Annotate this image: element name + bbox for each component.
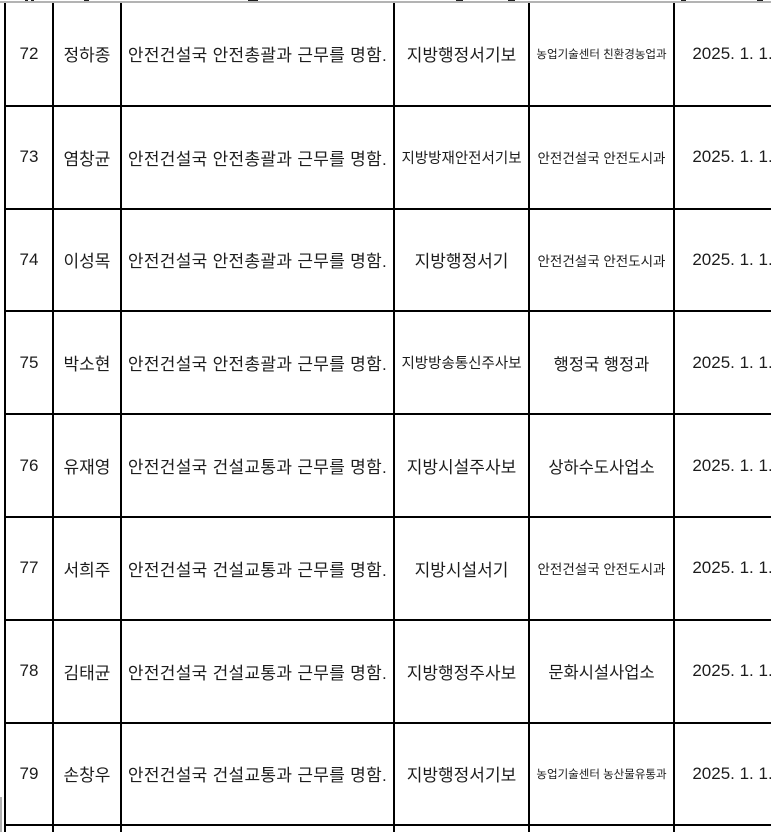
cell-department: 농업기술센터 친환경농업과 [528,3,675,107]
cell-department: 상하수도사업소 [528,413,675,518]
cell-no: 72 [4,3,54,107]
cell-department: 안전건설국 안전도시과 [528,104,675,210]
cell-assignment [120,824,395,832]
cell-rank: 지방행정서기 [393,207,530,313]
cell-rank [393,824,530,832]
cell-date: 2025. 1. 1. [673,310,771,416]
cell-assignment: 안전건설국 건설교통과 근무를 명함. [120,618,395,724]
cell-rank: 지방시설주사보 [393,413,530,518]
cell-department: 행정국 행정과 [528,310,675,416]
cell-name [52,824,122,832]
table-row: 73 염창균 안전건설국 안전총괄과 근무를 명함. 지방방재안전서기보 안전건… [4,104,771,210]
cell-date: 2025. 1. 1. [673,413,771,518]
cell-no: 73 [4,104,54,210]
table-row: 76 유재영 안전건설국 건설교통과 근무를 명함. 지방시설주사보 상하수도사… [4,413,771,518]
table-row: 79 손창우 안전건설국 건설교통과 근무를 명함. 지방행정서기보 농업기술센… [4,721,771,827]
cell-date: 2025. 1. 1. [673,721,771,827]
page-break-rule [0,1,771,3]
cell-rank: 지방방재안전서기보 [393,104,530,210]
cell-rank: 지방행정서기보 [393,721,530,827]
cell-assignment: 안전건설국 건설교통과 근무를 명함. [120,721,395,827]
cell-rank: 지방행정서기보 [393,3,530,107]
cell-no: 79 [4,721,54,827]
cell-department [528,824,675,832]
cell-date: 2025. 1. 1. [673,207,771,313]
cell-name: 손창우 [52,721,122,827]
cell-rank: 지방방송통신주사보 [393,310,530,416]
cell-assignment: 안전건설국 안전총괄과 근무를 명함. [120,104,395,210]
cell-name: 김태균 [52,618,122,724]
cell-no: 77 [4,515,54,621]
cell-name: 유재영 [52,413,122,518]
page-edge-line [0,797,2,832]
cell-date [673,824,771,832]
cell-assignment: 안전건설국 건설교통과 근무를 명함. [120,413,395,518]
table-row: 78 김태균 안전건설국 건설교통과 근무를 명함. 지방행정주사보 문화시설사… [4,618,771,724]
cell-date: 2025. 1. 1. [673,515,771,621]
cell-rank: 지방시설서기 [393,515,530,621]
table-row: 72 정하종 안전건설국 안전총괄과 근무를 명함. 지방행정서기보 농업기술센… [4,3,771,107]
cell-no [4,824,54,832]
cell-name: 정하종 [52,3,122,107]
cell-date: 2025. 1. 1. [673,104,771,210]
cell-date: 2025. 1. 1. [673,618,771,724]
table-row: 75 박소현 안전건설국 안전총괄과 근무를 명함. 지방방송통신주사보 행정국… [4,310,771,416]
cell-department: 안전건설국 안전도시과 [528,515,675,621]
cell-department: 문화시설사업소 [528,618,675,724]
cell-assignment: 안전건설국 건설교통과 근무를 명함. [120,515,395,621]
cell-no: 76 [4,413,54,518]
cell-assignment: 안전건설국 안전총괄과 근무를 명함. [120,310,395,416]
cell-date: 2025. 1. 1. [673,3,771,107]
cell-name: 서희주 [52,515,122,621]
cell-department: 농업기술센터 농산물유통과 [528,721,675,827]
cell-no: 78 [4,618,54,724]
cell-department: 안전건설국 안전도시과 [528,207,675,313]
cell-name: 염창균 [52,104,122,210]
table-row: 77 서희주 안전건설국 건설교통과 근무를 명함. 지방시설서기 안전건설국 … [4,515,771,621]
cell-no: 74 [4,207,54,313]
cell-assignment: 안전건설국 안전총괄과 근무를 명함. [120,207,395,313]
personnel-table: 72 정하종 안전건설국 안전총괄과 근무를 명함. 지방행정서기보 농업기술센… [4,3,771,832]
table-row-partial [4,824,771,832]
cell-rank: 지방행정주사보 [393,618,530,724]
cell-name: 박소현 [52,310,122,416]
personnel-table-body: 72 정하종 안전건설국 안전총괄과 근무를 명함. 지방행정서기보 농업기술센… [4,3,771,832]
cell-name: 이성목 [52,207,122,313]
table-row: 74 이성목 안전건설국 안전총괄과 근무를 명함. 지방행정서기 안전건설국 … [4,207,771,313]
cell-assignment: 안전건설국 안전총괄과 근무를 명함. [120,3,395,107]
cell-no: 75 [4,310,54,416]
